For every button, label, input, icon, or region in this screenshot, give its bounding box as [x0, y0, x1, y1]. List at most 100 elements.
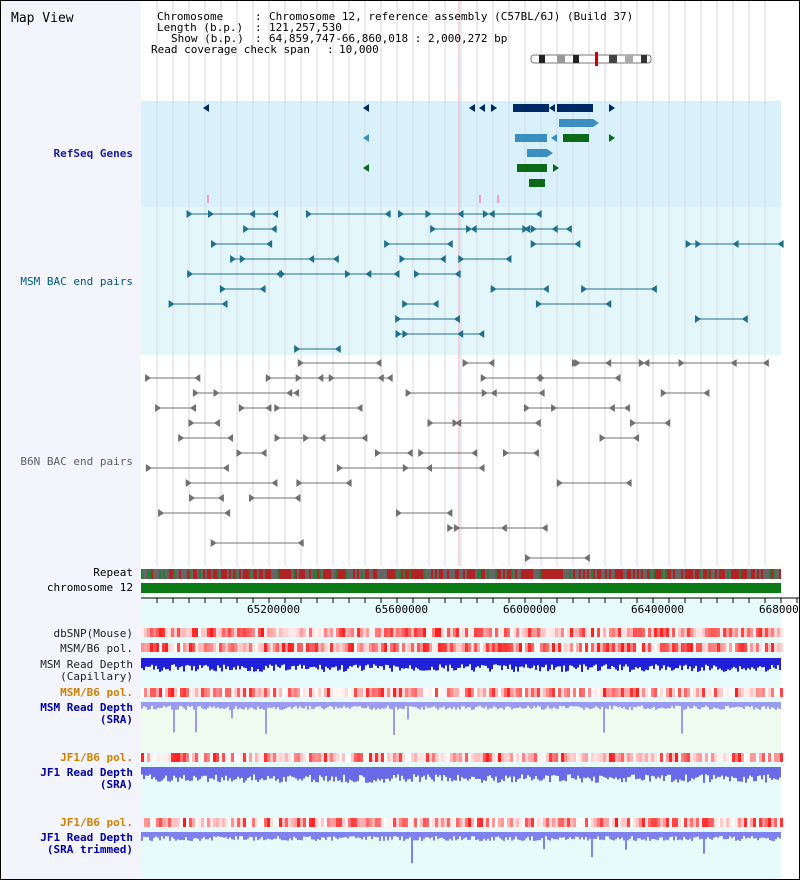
repeat-segment [565, 569, 567, 579]
jf1-pol2-heat-cell [162, 818, 165, 827]
msm-sra-depth-bar [321, 702, 323, 709]
msm-sra-depth-bar [379, 702, 381, 710]
msm-sra-depth-bar [359, 702, 361, 706]
dbsnp-heat-cell [243, 628, 246, 637]
msm-pol-heat-cell [429, 643, 432, 652]
msm-pol2-heat-cell [387, 688, 390, 697]
jf1-trimmed-depth-bar [579, 832, 581, 840]
msm-pol2-heat-cell [588, 688, 591, 697]
msm-pol2-heat-cell [165, 688, 168, 697]
repeat-segment [487, 569, 489, 579]
jf1-pol2-heat-cell [183, 818, 186, 827]
b6n-bac-label[interactable]: B6N BAC end pairs [20, 455, 133, 468]
msm-pol-heat-cell [309, 643, 312, 652]
msm-pol2-heat-cell [447, 688, 450, 697]
msm-bac-label[interactable]: MSM BAC end pairs [20, 275, 133, 288]
msm-capillary-depth-bar [519, 658, 521, 667]
msm-sra-depth-bar [427, 702, 429, 708]
repeat-segment [659, 569, 661, 579]
jf1-sra-depth-bar [657, 767, 659, 777]
jf1-trimmed-depth-bar [295, 832, 297, 839]
msm-sra-depth-bar [367, 702, 369, 707]
b6n-bac-pair-end [623, 404, 630, 412]
dbsnp-heat-cell [333, 628, 336, 637]
jf1-pol-heat-cell [231, 753, 234, 762]
jf1-sra-depth-bar [513, 767, 515, 777]
dbsnp-label[interactable]: dbSNP(Mouse) [53, 627, 133, 640]
jf1-pol-heat-cell [525, 753, 528, 762]
msm-depth-capillary-label[interactable]: MSM Read Depth [40, 658, 133, 671]
msm-sra-depth-bar [377, 702, 379, 709]
jf1-pol-heat-cell [630, 753, 633, 762]
jf1-sra-depth-bar [649, 767, 651, 782]
msm-sra-depth-bar [615, 702, 617, 707]
msm-sra-depth-bar [753, 702, 755, 710]
jf1-b6-pol-label-1[interactable]: JF1/B6 pol. [60, 751, 133, 764]
refseq-genes-label[interactable]: RefSeq Genes [53, 147, 133, 160]
dbsnp-heat-cell [318, 628, 321, 637]
b6n-bac-pair-end [427, 419, 434, 427]
msm-pol-heat-cell [264, 643, 267, 652]
jf1-sra-depth-bar [245, 767, 247, 781]
msm-b6-pol-label-2[interactable]: MSM/B6 pol. [60, 686, 133, 699]
msm-pol-heat-cell [219, 643, 222, 652]
jf1-trimmed-depth-bar [375, 832, 377, 838]
dbsnp-heat-cell [315, 628, 318, 637]
msm-pol2-heat-cell [573, 688, 576, 697]
jf1-trimmed-depth-bar [655, 832, 657, 840]
jf1-pol-heat-cell [447, 753, 450, 762]
gene-tick-mark [497, 195, 499, 203]
jf1-sra-depth-bar [359, 767, 361, 776]
gene-arrow-left [363, 104, 369, 112]
msm-sra-depth-bar [551, 702, 553, 709]
jf1-trimmed-depth-bar [373, 832, 375, 837]
jf1-trimmed-depth-bar [607, 832, 609, 837]
dbsnp-heat-cell [234, 628, 237, 637]
msm-sra-depth-bar [641, 702, 643, 706]
msm-capillary-depth-bar [143, 658, 145, 671]
jf1-pol2-heat-cell [306, 818, 309, 827]
jf1-sra-depth-bar [615, 767, 617, 778]
msm-sra-depth-bar [333, 702, 335, 710]
jf1-sra-depth-bar [607, 767, 609, 780]
msm-depth-sra-label[interactable]: MSM Read Depth [40, 701, 133, 714]
msm-capillary-depth-bar [173, 658, 175, 665]
jf1-pol2-heat-cell [366, 818, 369, 827]
msm-pol2-heat-cell [408, 688, 411, 697]
msm-sra-depth-bar [371, 702, 373, 710]
jf1-b6-pol-label-2[interactable]: JF1/B6 pol. [60, 816, 133, 829]
msm-bac-pair-end [650, 285, 657, 293]
msm-capillary-depth-bar [203, 658, 205, 666]
msm-pol2-heat-cell [726, 688, 729, 697]
jf1-sra-depth-bar [307, 767, 309, 777]
msm-pol-heat-cell [744, 643, 747, 652]
jf1-pol2-heat-cell [246, 818, 249, 827]
msm-pol-heat-cell [672, 643, 675, 652]
jf1-pol2-heat-cell [417, 818, 420, 827]
jf1-depth-trimmed-label[interactable]: JF1 Read Depth [40, 831, 133, 844]
jf1-pol-heat-cell [573, 753, 576, 762]
repeat-segment [427, 569, 429, 579]
jf1-pol-heat-cell [441, 753, 444, 762]
msm-pol2-heat-cell [729, 688, 732, 697]
msm-b6-pol-label-1[interactable]: MSM/B6 pol. [60, 642, 133, 655]
msm-bac-pair-end [398, 210, 405, 218]
msm-sra-depth-bar [465, 702, 467, 709]
jf1-depth-sra-label[interactable]: JF1 Read Depth [40, 766, 133, 779]
msm-pol2-heat-cell [279, 688, 282, 697]
gene-arrow-left [363, 134, 369, 142]
msm-pol2-heat-cell [639, 688, 642, 697]
dbsnp-heat-cell [552, 628, 555, 637]
msm-sra-depth-bar [229, 702, 231, 710]
repeat-segment [769, 569, 771, 579]
dbsnp-heat-cell [744, 628, 747, 637]
msm-pol-heat-cell [534, 643, 537, 652]
msm-capillary-depth-bar [353, 658, 355, 666]
jf1-pol2-heat-cell [459, 818, 462, 827]
jf1-sra-depth-bar [483, 767, 485, 781]
jf1-pol-heat-cell [489, 753, 492, 762]
repeat-segment [545, 569, 547, 579]
jf1-trimmed-depth-bar [349, 832, 351, 837]
jf1-trimmed-depth-bar [311, 832, 313, 840]
